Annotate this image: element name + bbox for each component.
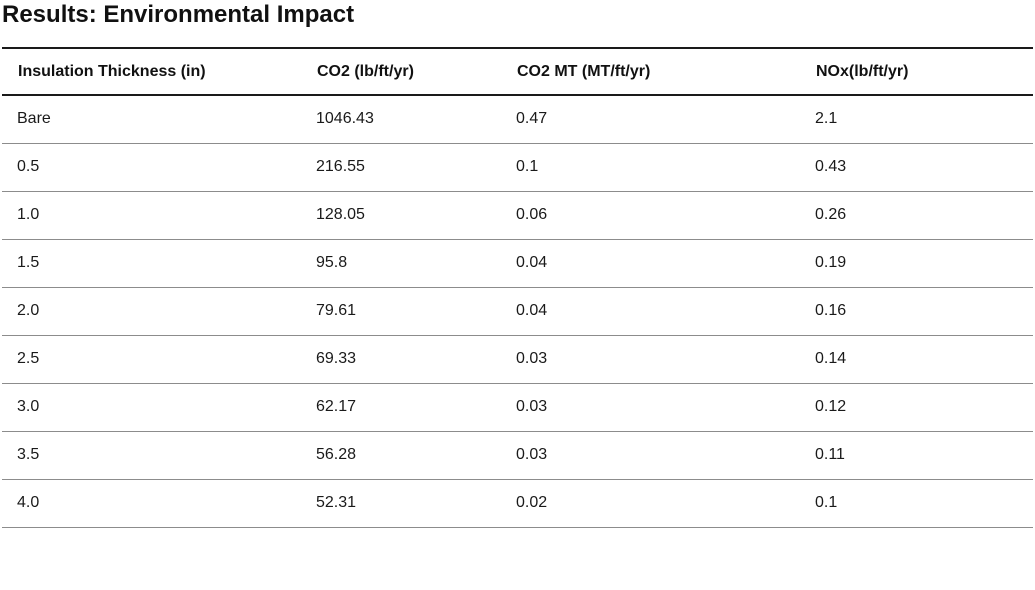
cell-co2-mt: 0.02 — [501, 479, 800, 528]
cell-co2: 69.33 — [301, 335, 501, 384]
environmental-impact-table: Insulation Thickness (in) CO2 (lb/ft/yr)… — [2, 47, 1033, 528]
cell-co2: 56.28 — [301, 431, 501, 480]
cell-co2-mt: 0.1 — [501, 143, 800, 192]
cell-insulation-thickness: 3.5 — [2, 431, 301, 480]
column-header-co2-mt: CO2 MT (MT/ft/yr) — [501, 47, 800, 96]
cell-co2-mt: 0.04 — [501, 239, 800, 288]
cell-co2-mt: 0.06 — [501, 191, 800, 240]
cell-insulation-thickness: 0.5 — [2, 143, 301, 192]
cell-nox: 0.43 — [800, 143, 1033, 192]
table-row: 1.5 95.8 0.04 0.19 — [2, 239, 1033, 288]
table-header-row: Insulation Thickness (in) CO2 (lb/ft/yr)… — [2, 47, 1033, 96]
table-row: 3.0 62.17 0.03 0.12 — [2, 383, 1033, 432]
table-row: 3.5 56.28 0.03 0.11 — [2, 431, 1033, 480]
cell-co2: 62.17 — [301, 383, 501, 432]
cell-co2-mt: 0.03 — [501, 335, 800, 384]
cell-co2-mt: 0.47 — [501, 95, 800, 144]
cell-nox: 0.1 — [800, 479, 1033, 528]
cell-nox: 0.26 — [800, 191, 1033, 240]
cell-insulation-thickness: 2.5 — [2, 335, 301, 384]
cell-nox: 0.11 — [800, 431, 1033, 480]
cell-insulation-thickness: 1.0 — [2, 191, 301, 240]
cell-insulation-thickness: 4.0 — [2, 479, 301, 528]
cell-co2: 1046.43 — [301, 95, 501, 144]
table-row: 2.0 79.61 0.04 0.16 — [2, 287, 1033, 336]
cell-nox: 0.14 — [800, 335, 1033, 384]
cell-co2: 95.8 — [301, 239, 501, 288]
table-row: 2.5 69.33 0.03 0.14 — [2, 335, 1033, 384]
cell-nox: 0.12 — [800, 383, 1033, 432]
cell-nox: 0.16 — [800, 287, 1033, 336]
column-header-insulation-thickness: Insulation Thickness (in) — [2, 47, 301, 96]
column-header-co2: CO2 (lb/ft/yr) — [301, 47, 501, 96]
cell-nox: 0.19 — [800, 239, 1033, 288]
cell-co2-mt: 0.04 — [501, 287, 800, 336]
cell-co2: 216.55 — [301, 143, 501, 192]
cell-co2-mt: 0.03 — [501, 383, 800, 432]
cell-co2: 128.05 — [301, 191, 501, 240]
table-row: 4.0 52.31 0.02 0.1 — [2, 479, 1033, 528]
cell-insulation-thickness: 1.5 — [2, 239, 301, 288]
table-row: 1.0 128.05 0.06 0.26 — [2, 191, 1033, 240]
cell-insulation-thickness: 2.0 — [2, 287, 301, 336]
table-row: Bare 1046.43 0.47 2.1 — [2, 95, 1033, 144]
cell-co2-mt: 0.03 — [501, 431, 800, 480]
table-row: 0.5 216.55 0.1 0.43 — [2, 143, 1033, 192]
page-title: Results: Environmental Impact — [2, 1, 355, 28]
cell-co2: 79.61 — [301, 287, 501, 336]
cell-insulation-thickness: Bare — [2, 95, 301, 144]
cell-nox: 2.1 — [800, 95, 1033, 144]
cell-insulation-thickness: 3.0 — [2, 383, 301, 432]
cell-co2: 52.31 — [301, 479, 501, 528]
column-header-nox: NOx(lb/ft/yr) — [800, 47, 1033, 96]
